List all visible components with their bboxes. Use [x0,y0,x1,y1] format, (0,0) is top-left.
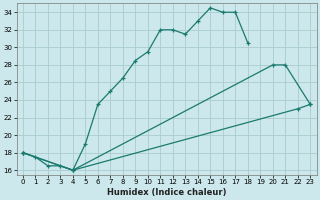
X-axis label: Humidex (Indice chaleur): Humidex (Indice chaleur) [107,188,226,197]
